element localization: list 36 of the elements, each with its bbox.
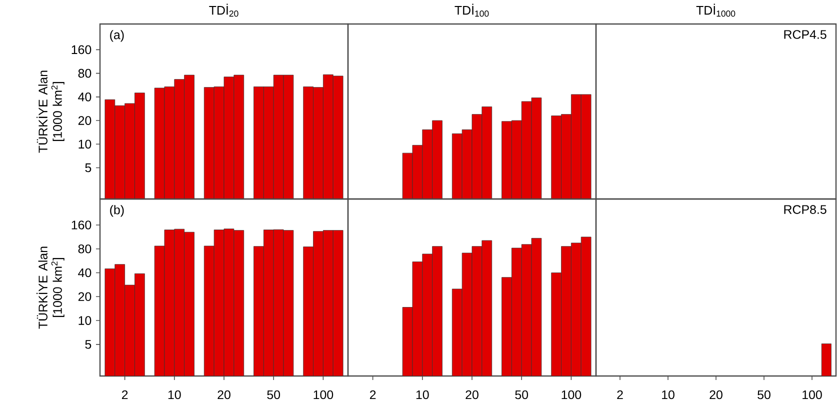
x-tick-label: 50 bbox=[515, 390, 528, 400]
y-tick-label: 20 bbox=[78, 292, 92, 302]
x-tick-label: 10 bbox=[662, 390, 674, 400]
x-tick-label: 2 bbox=[122, 390, 128, 400]
y-axis-title: TÜRKİYE Alan [1000 km$^{2}$] bbox=[36, 70, 64, 153]
y-tick-label: 80 bbox=[78, 244, 92, 254]
x-tick-label: 50 bbox=[758, 390, 770, 400]
chart-title: TDİ$_{20}$ bbox=[209, 4, 238, 17]
chart-title: TDİ$_{100}$ bbox=[454, 4, 489, 17]
x-tick-label: 20 bbox=[466, 390, 478, 400]
y-tick-label: 5 bbox=[85, 163, 92, 172]
annotation: (a) bbox=[110, 30, 124, 42]
y-tick-label: 40 bbox=[78, 268, 92, 278]
x-tick-label: 10 bbox=[416, 390, 429, 400]
x-tick-label: 2 bbox=[617, 390, 623, 400]
y-tick-label: 80 bbox=[78, 68, 92, 78]
y-tick-label: 40 bbox=[78, 92, 92, 102]
text: TDİ$_{1000}$ bbox=[696, 4, 736, 17]
text: RCP4.5 bbox=[784, 30, 826, 39]
y-axis-title: TÜRKİYE Alan [1000 km$^{2}$] bbox=[36, 246, 64, 329]
y-tick-label: 5 bbox=[85, 340, 92, 349]
x-tick-label: 100 bbox=[314, 390, 334, 400]
x-tick-label: 50 bbox=[267, 390, 280, 400]
x-tick-label: 2 bbox=[370, 390, 376, 400]
x-tick-label: 10 bbox=[168, 390, 181, 400]
y-tick-label: 160 bbox=[72, 220, 92, 230]
y-tick-label: 10 bbox=[78, 316, 92, 325]
y-tick-label: 20 bbox=[78, 116, 92, 125]
annotation: (b) bbox=[110, 205, 124, 217]
x-tick-label: 20 bbox=[710, 390, 722, 400]
y-tick-label: 10 bbox=[78, 140, 92, 149]
y-tick-label: 160 bbox=[72, 45, 92, 54]
x-tick-label: 100 bbox=[562, 390, 582, 400]
x-tick-label: 20 bbox=[218, 390, 230, 400]
annotation: RCP8.5 bbox=[784, 205, 826, 214]
x-tick-label: 100 bbox=[802, 390, 822, 400]
